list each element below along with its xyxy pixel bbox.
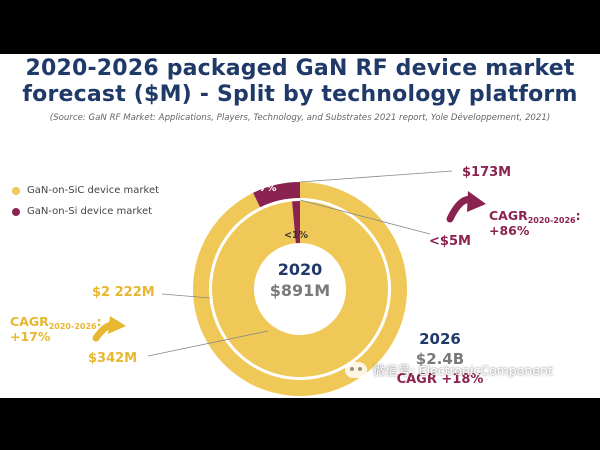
legend-swatch-sic xyxy=(12,186,20,195)
legend-item-sic: GaN-on-SiC device market xyxy=(12,185,159,196)
cagr-sic-sub: 2020-2026 xyxy=(49,322,97,331)
slide: 2020-2026 packaged GaN RF device market … xyxy=(0,54,600,398)
chart-title-line2: forecast ($M) - Split by technology plat… xyxy=(22,82,578,107)
growth-arrow-si-head xyxy=(467,191,486,212)
leader-line-si-2026 xyxy=(299,170,453,183)
legend-label-sic: GaN-on-SiC device market xyxy=(27,185,160,196)
growth-arrow-sic-head xyxy=(108,316,126,334)
outer-cagr: CAGR +18% xyxy=(397,372,484,387)
cagr-sic-text: CAGR2020-2026: xyxy=(10,314,102,331)
inner-si-pct: <1% xyxy=(284,230,309,241)
chart-title-line1: 2020-2026 packaged GaN RF device market xyxy=(25,56,575,81)
legend-label-si: GaN-on-Si device market xyxy=(27,206,153,217)
label-si-2026: $173M xyxy=(462,165,511,180)
cagr-si-text: CAGR2020-2026: xyxy=(489,208,581,225)
chart-source: (Source: GaN RF Market: Applications, Pl… xyxy=(49,113,551,123)
cagr-sic-value: +17% xyxy=(10,329,51,344)
outer-year: 2026 xyxy=(419,330,461,348)
inner-ring-slice-si xyxy=(292,201,300,244)
donut-chart: $173M <$5M $2 222M $342M CAGR2020-2026: … xyxy=(10,165,581,396)
inner-ring-slice-sic xyxy=(212,201,388,377)
outer-si-pct: 7% xyxy=(260,183,277,194)
watermark: 微信号: ElectronicComponent xyxy=(345,360,553,379)
cagr-si-sub: 2020-2026 xyxy=(528,216,576,225)
leader-line-sic-2026 xyxy=(161,293,211,299)
center-total: $891M xyxy=(270,281,330,300)
leader-line-si-2020 xyxy=(299,199,431,235)
legend-swatch-si xyxy=(12,207,20,216)
center-year: 2020 xyxy=(278,260,323,279)
label-sic-2020: $342M xyxy=(88,351,137,366)
watermark-text: 微信号: ElectronicComponent xyxy=(373,363,553,378)
label-si-2020: <$5M xyxy=(429,234,471,249)
cagr-sic-prefix: CAGR xyxy=(10,314,49,329)
leader-line-sic-2020 xyxy=(147,330,269,357)
legend-item-si: GaN-on-Si device market xyxy=(12,206,152,217)
outer-ring-slice-si xyxy=(253,182,300,208)
outer-total: $2.4B xyxy=(416,350,464,368)
cagr-si-value: +86% xyxy=(489,223,530,238)
wechat-icon xyxy=(345,361,367,378)
label-sic-2026: $2 222M xyxy=(92,285,155,300)
cagr-si-prefix: CAGR xyxy=(489,208,528,223)
